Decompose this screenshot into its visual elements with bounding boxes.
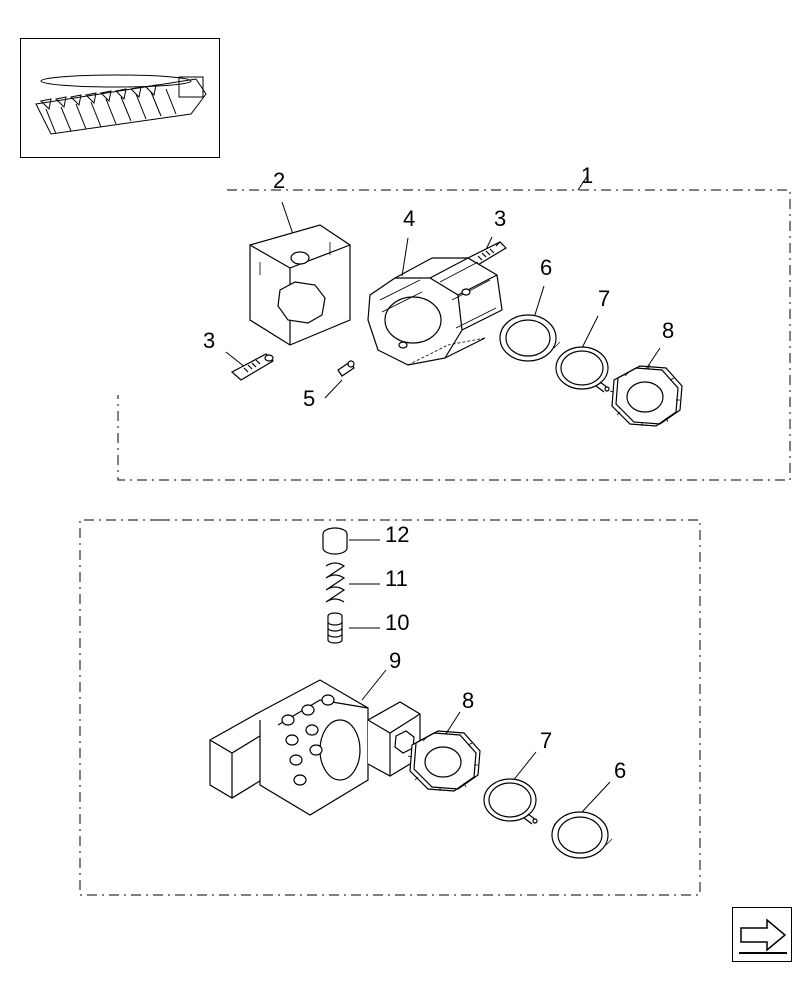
- next-page-icon[interactable]: [732, 907, 792, 962]
- label-3b: 3: [203, 328, 215, 354]
- label-4: 4: [403, 206, 415, 232]
- part-o-ring-top: [500, 315, 560, 361]
- label-10: 10: [385, 610, 409, 636]
- part-octagonal-cage: [368, 258, 502, 365]
- label-11: 11: [385, 566, 408, 592]
- part-hub-body: [210, 680, 420, 815]
- part-octagonal-plate-top: [610, 365, 682, 426]
- diagram-canvas: [0, 0, 812, 1000]
- label-1: 1: [581, 163, 593, 189]
- part-bolt-bottom: [232, 354, 273, 380]
- label-8a: 8: [662, 318, 674, 344]
- label-8b: 8: [462, 688, 474, 714]
- upper-assembly: [232, 225, 682, 426]
- label-7b: 7: [540, 728, 552, 754]
- label-6b: 6: [614, 758, 626, 784]
- part-o-ring-bottom: [552, 812, 612, 858]
- part-plug: [323, 528, 347, 554]
- label-9: 9: [389, 648, 401, 674]
- label-5: 5: [303, 386, 315, 412]
- label-6a: 6: [540, 255, 552, 281]
- label-7a: 7: [598, 286, 610, 312]
- label-3a: 3: [494, 206, 506, 232]
- label-2: 2: [273, 168, 285, 194]
- part-grease-fitting: [338, 361, 354, 376]
- lower-assembly: [210, 528, 612, 858]
- part-housing-sleeve: [250, 225, 350, 345]
- part-snap-ring-bottom: [484, 779, 537, 824]
- part-pin-stack: [328, 613, 342, 643]
- part-spring: [326, 563, 344, 602]
- part-snap-ring-top: [556, 347, 609, 392]
- label-12: 12: [385, 522, 409, 548]
